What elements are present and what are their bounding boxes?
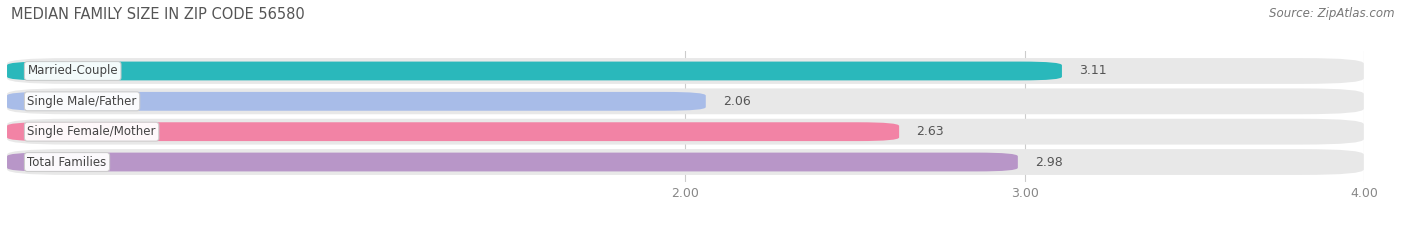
FancyBboxPatch shape	[7, 62, 1062, 80]
Text: MEDIAN FAMILY SIZE IN ZIP CODE 56580: MEDIAN FAMILY SIZE IN ZIP CODE 56580	[11, 7, 305, 22]
FancyBboxPatch shape	[7, 149, 1364, 175]
FancyBboxPatch shape	[7, 153, 1018, 171]
Text: 2.63: 2.63	[917, 125, 943, 138]
Text: 2.06: 2.06	[723, 95, 751, 108]
Text: Married-Couple: Married-Couple	[27, 65, 118, 78]
Text: Source: ZipAtlas.com: Source: ZipAtlas.com	[1270, 7, 1395, 20]
Text: 2.98: 2.98	[1035, 155, 1063, 168]
Text: Total Families: Total Families	[27, 155, 107, 168]
FancyBboxPatch shape	[7, 89, 1364, 114]
Text: Single Male/Father: Single Male/Father	[27, 95, 136, 108]
FancyBboxPatch shape	[7, 122, 898, 141]
FancyBboxPatch shape	[7, 92, 706, 111]
Text: Single Female/Mother: Single Female/Mother	[27, 125, 156, 138]
FancyBboxPatch shape	[7, 119, 1364, 144]
Text: 3.11: 3.11	[1078, 65, 1107, 78]
FancyBboxPatch shape	[7, 58, 1364, 84]
